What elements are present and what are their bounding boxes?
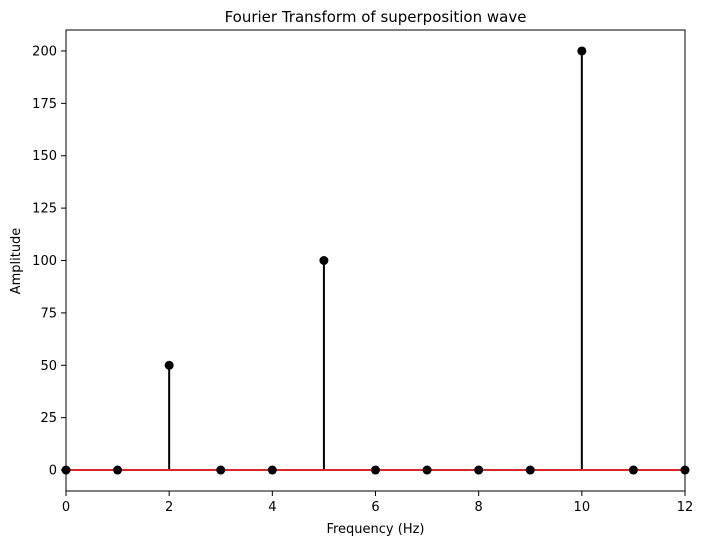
x-tick-label: 0 xyxy=(62,500,70,515)
stem-marker xyxy=(525,465,535,475)
x-tick-label: 8 xyxy=(475,500,483,515)
stem-marker xyxy=(216,465,226,475)
stem-marker xyxy=(267,465,277,475)
x-axis-ticks: 0 2 4 6 8 10 12 xyxy=(62,491,693,515)
axes-frame xyxy=(65,29,686,492)
y-tick-label: 150 xyxy=(32,149,57,164)
x-tick-label: 4 xyxy=(268,500,276,515)
stem-marker xyxy=(113,465,123,475)
x-tick-label: 6 xyxy=(371,500,379,515)
y-axis-label: Amplitude xyxy=(9,228,24,295)
y-tick-label: 100 xyxy=(32,254,57,269)
stem-marker xyxy=(628,465,638,475)
stem-marker xyxy=(422,465,432,475)
x-axis-label: Frequency (Hz) xyxy=(326,522,424,537)
x-tick-label: 12 xyxy=(677,500,694,515)
y-tick-label: 75 xyxy=(40,306,57,321)
y-tick-label: 0 xyxy=(49,464,57,479)
y-tick-label: 25 xyxy=(40,411,57,426)
y-tick-label: 175 xyxy=(32,97,57,112)
y-axis-ticks: 0 25 50 75 100 125 150 175 200 xyxy=(32,44,66,479)
y-tick-label: 125 xyxy=(32,202,57,217)
plot-area xyxy=(61,46,690,475)
stem-marker xyxy=(371,465,380,475)
chart-title: Fourier Transform of superposition wave xyxy=(225,8,527,26)
stem-marker xyxy=(319,256,329,265)
y-tick-label: 200 xyxy=(32,44,57,59)
stem-marker xyxy=(164,360,174,370)
stem-marker xyxy=(577,46,587,56)
y-tick-label: 50 xyxy=(40,359,57,374)
stem-marker xyxy=(474,465,484,475)
x-tick-label: 2 xyxy=(165,500,173,515)
x-tick-label: 10 xyxy=(574,500,591,515)
